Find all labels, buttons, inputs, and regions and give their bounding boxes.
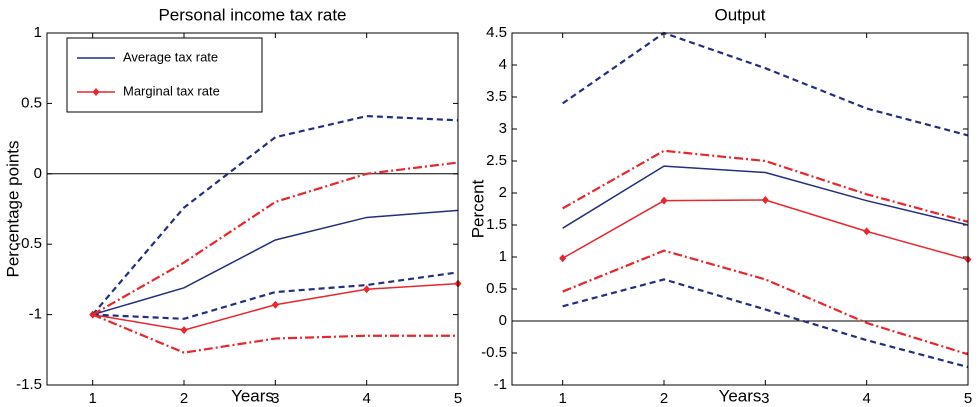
y-tick-label: 0 [499,312,507,329]
marker [559,254,567,263]
y-tick-label: 2.5 [486,152,507,169]
y-tick-label: 0 [34,165,42,182]
plot-frame [46,32,459,386]
y-tick-label: 1 [34,24,42,41]
y-tick-label: 0.5 [21,94,42,111]
x-tick-label: 5 [454,390,462,407]
y-axis-label: Percentage points [3,140,22,277]
y-tick-label: 1 [499,248,507,265]
x-tick-label: 2 [660,390,668,407]
legend-box [66,37,263,113]
y-tick-label: 3.5 [486,88,507,105]
chart-title: Personal income tax rate [158,5,346,24]
x-tick-label: 1 [558,390,566,407]
series-line [562,278,969,369]
y-tick-label: -1 [494,376,507,393]
x-tick-label: 2 [180,390,188,407]
x-axis-label: Years [231,386,274,405]
series-line [562,199,969,261]
legend-marker [92,88,100,96]
y-tick-label: 4 [499,56,507,73]
series-line [92,209,459,316]
marker [660,196,668,205]
plot-frame [511,32,969,386]
series-line [562,165,969,229]
y-tick-label: -0.5 [481,344,507,361]
series-line [92,271,459,320]
y-tick-label: -0.5 [16,235,42,252]
y-tick-label: 0.5 [486,280,507,297]
x-tick-label: 4 [862,390,870,407]
marker [271,300,279,309]
y-tick-label: -1 [29,306,42,323]
y-tick-label: 1.5 [486,216,507,233]
x-tick-label: 3 [761,390,769,407]
x-tick-label: 1 [88,390,96,407]
series-line [562,31,969,137]
y-tick-label: 4.5 [486,24,507,41]
series-line [91,114,459,316]
x-tick-label: 4 [362,390,370,407]
marker [761,196,769,205]
legend-label: Average tax rate [123,49,218,64]
x-tick-label: 5 [964,390,972,407]
marker [180,326,188,335]
x-axis-label: Years [719,386,762,405]
legend-label: Marginal tax rate [123,83,220,98]
series-line [562,149,969,223]
y-axis-label: Percent [468,179,487,238]
y-tick-label: 3 [499,120,507,137]
y-tick-label: 2 [499,184,507,201]
marker [363,285,371,294]
chart-title: Output [714,5,765,24]
legend: Average tax rate Marginal tax rate [66,37,263,113]
x-tick-label: 3 [271,390,279,407]
series-line [92,313,458,354]
series-line [92,161,459,316]
y-tick-label: -1.5 [16,376,42,393]
marker [863,227,871,236]
series-line [562,249,969,356]
